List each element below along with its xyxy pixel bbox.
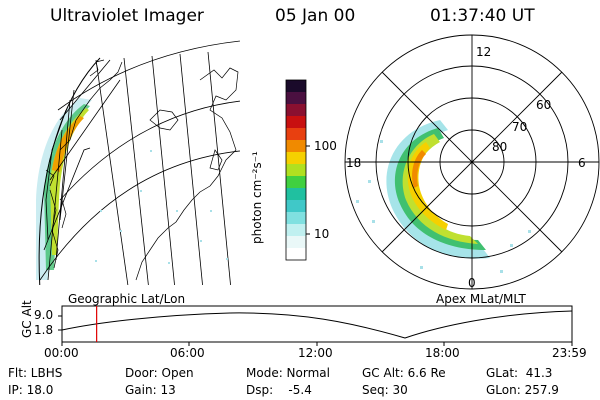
mlat-label-70: 70 [512,120,528,134]
mode-status: Mode: Normal [246,366,330,380]
color-bar [285,79,310,261]
date-label: 05 Jan 00 [275,6,356,26]
time-tick-0000: 00:00 [44,346,79,360]
colorbar-tick-100: 100 [314,139,337,153]
sequence-status: Seq: 30 [362,383,408,397]
time-tick-0600: 06:00 [170,346,205,360]
gc-altitude-status: GC Alt: 6.6 Re [362,366,446,380]
mlat-label-80: 80 [492,140,508,154]
colorbar-unit-label: photon cm⁻²s⁻¹ [250,151,264,244]
polar-caption: Apex MLat/MLT [436,292,526,306]
ip-status: IP: 18.0 [8,383,54,397]
filter-status: Flt: LBHS [8,366,63,380]
time-tick-1200: 12:00 [298,346,333,360]
map-caption: Geographic Lat/Lon [68,292,186,306]
time-tick-1800: 18:00 [425,346,460,360]
mlt-label-6: 6 [578,156,586,170]
polar-aurora [356,120,531,273]
mlt-label-0: 0 [468,276,476,290]
mlt-label-12: 12 [476,45,492,59]
time-label: 01:37:40 UT [430,6,535,26]
gain-status: Gain: 13 [125,383,176,397]
latlon-grid [39,40,240,285]
altitude-plot [58,305,573,346]
geo-longitude-status: GLon: 257.9 [486,383,559,397]
time-tick-2359: 23:59 [552,346,587,360]
earth-limb [38,57,101,285]
altitude-tick-9: 9.0 [34,308,54,322]
geographic-map [36,40,240,285]
polar-plot [344,34,600,290]
altitude-axis-label: GC Alt [20,300,34,338]
map-speckle [95,150,228,264]
colorbar-tick-10: 10 [314,227,330,241]
mlt-label-18: 18 [346,156,362,170]
geo-latitude-status: GLat: 41.3 [486,366,553,380]
altitude-tick-1-8: 1.8 [34,323,54,337]
dsp-status: Dsp: -5.4 [246,383,312,397]
instrument-title: Ultraviolet Imager [50,6,204,26]
door-status: Door: Open [125,366,194,380]
mlat-label-60: 60 [536,98,552,112]
altitude-curve [61,310,573,339]
